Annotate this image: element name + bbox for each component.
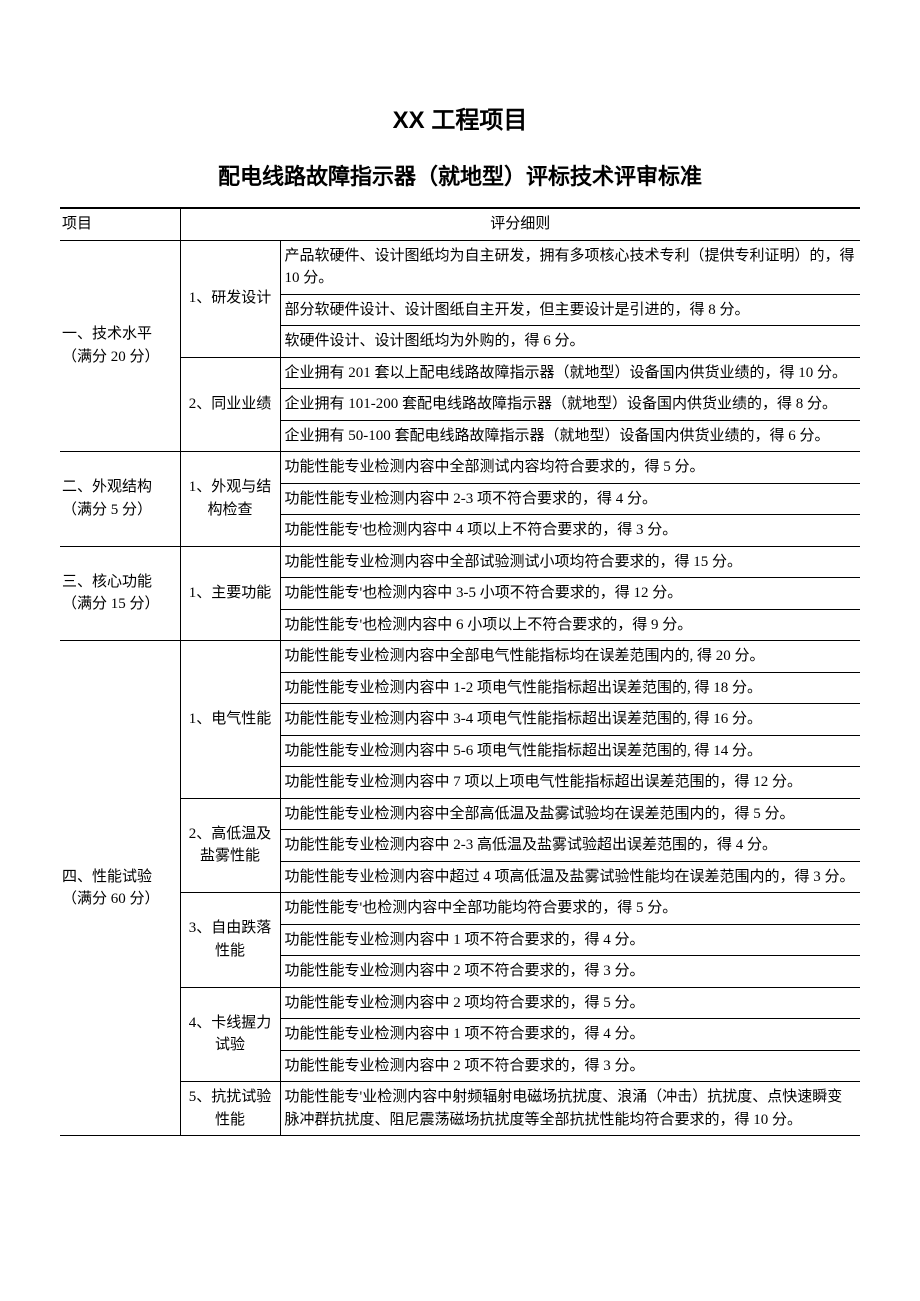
- rule-cell: 功能性能专业检测内容中全部试验测试小项均符合要求的，得 15 分。: [280, 546, 860, 578]
- rule-cell: 功能性能专业检测内容中全部高低温及盐雾试验均在误差范围内的，得 5 分。: [280, 798, 860, 830]
- rule-cell: 功能性能专'也检测内容中 3-5 小项不符合要求的，得 12 分。: [280, 578, 860, 610]
- table-header-row: 项目 评分细则: [60, 208, 860, 240]
- subsection-cell: 4、卡线握力试验: [180, 987, 280, 1082]
- doc-title-2: 配电线路故障指示器（就地型）评标技术评审标准: [60, 159, 860, 191]
- rule-cell: 功能性能专业检测内容中 3-4 项电气性能指标超出误差范围的, 得 16 分。: [280, 704, 860, 736]
- table-row: 3、自由跌落性能功能性能专'也检测内容中全部功能均符合要求的，得 5 分。: [60, 893, 860, 925]
- rule-cell: 企业拥有 201 套以上配电线路故障指示器（就地型）设备国内供货业绩的，得 10…: [280, 357, 860, 389]
- rule-cell: 功能性能专业检测内容中 1 项不符合要求的，得 4 分。: [280, 1019, 860, 1051]
- table-body: 一、技术水平（满分 20 分）1、研发设计产品软硬件、设计图纸均为自主研发，拥有…: [60, 240, 860, 1136]
- subsection-cell: 1、外观与结构检查: [180, 452, 280, 547]
- section-cell: 三、核心功能（满分 15 分）: [60, 546, 180, 641]
- rule-cell: 功能性能专业检测内容中 2-3 项不符合要求的，得 4 分。: [280, 483, 860, 515]
- rule-cell: 部分软硬件设计、设计图纸自主开发，但主要设计是引进的，得 8 分。: [280, 294, 860, 326]
- subsection-cell: 3、自由跌落性能: [180, 893, 280, 988]
- table-row: 一、技术水平（满分 20 分）1、研发设计产品软硬件、设计图纸均为自主研发，拥有…: [60, 240, 860, 294]
- rule-cell: 产品软硬件、设计图纸均为自主研发，拥有多项核心技术专利（提供专利证明）的，得 1…: [280, 240, 860, 294]
- table-row: 2、高低温及盐雾性能功能性能专业检测内容中全部高低温及盐雾试验均在误差范围内的，…: [60, 798, 860, 830]
- subsection-cell: 5、抗扰试验性能: [180, 1082, 280, 1136]
- rule-cell: 功能性能专业检测内容中全部电气性能指标均在误差范围内的, 得 20 分。: [280, 641, 860, 673]
- subsection-cell: 2、同业业绩: [180, 357, 280, 452]
- rule-cell: 功能性能专业检测内容中 2 项均符合要求的，得 5 分。: [280, 987, 860, 1019]
- subsection-cell: 2、高低温及盐雾性能: [180, 798, 280, 893]
- table-row: 四、性能试验（满分 60 分）1、电气性能功能性能专业检测内容中全部电气性能指标…: [60, 641, 860, 673]
- table-row: 三、核心功能（满分 15 分）1、主要功能功能性能专业检测内容中全部试验测试小项…: [60, 546, 860, 578]
- subsection-cell: 1、研发设计: [180, 240, 280, 357]
- rule-cell: 功能性能专业检测内容中 5-6 项电气性能指标超出误差范围的, 得 14 分。: [280, 735, 860, 767]
- rule-cell: 功能性能专业检测内容中 2 项不符合要求的，得 3 分。: [280, 956, 860, 988]
- table-row: 二、外观结构（满分 5 分）1、外观与结构检查功能性能专业检测内容中全部测试内容…: [60, 452, 860, 484]
- subsection-cell: 1、主要功能: [180, 546, 280, 641]
- rule-cell: 功能性能专业检测内容中 1-2 项电气性能指标超出误差范围的, 得 18 分。: [280, 672, 860, 704]
- rule-cell: 功能性能专业检测内容中全部测试内容均符合要求的，得 5 分。: [280, 452, 860, 484]
- rule-cell: 企业拥有 101-200 套配电线路故障指示器（就地型）设备国内供货业绩的，得 …: [280, 389, 860, 421]
- rule-cell: 功能性能专'也检测内容中 6 小项以上不符合要求的，得 9 分。: [280, 609, 860, 641]
- rule-cell: 企业拥有 50-100 套配电线路故障指示器（就地型）设备国内供货业绩的，得 6…: [280, 420, 860, 452]
- table-row: 2、同业业绩企业拥有 201 套以上配电线路故障指示器（就地型）设备国内供货业绩…: [60, 357, 860, 389]
- header-col-rules: 评分细则: [180, 208, 860, 240]
- section-cell: 四、性能试验（满分 60 分）: [60, 641, 180, 1136]
- rule-cell: 软硬件设计、设计图纸均为外购的，得 6 分。: [280, 326, 860, 358]
- criteria-table: 项目 评分细则 一、技术水平（满分 20 分）1、研发设计产品软硬件、设计图纸均…: [60, 207, 860, 1136]
- rule-cell: 功能性能专业检测内容中 1 项不符合要求的，得 4 分。: [280, 924, 860, 956]
- rule-cell: 功能性能专业检测内容中 2 项不符合要求的，得 3 分。: [280, 1050, 860, 1082]
- rule-cell: 功能性能专'也检测内容中全部功能均符合要求的，得 5 分。: [280, 893, 860, 925]
- rule-cell: 功能性能专业检测内容中超过 4 项高低温及盐雾试验性能均在误差范围内的，得 3 …: [280, 861, 860, 893]
- doc-title-1: XX 工程项目: [60, 100, 860, 135]
- header-col-project: 项目: [60, 208, 180, 240]
- subsection-cell: 1、电气性能: [180, 641, 280, 799]
- section-cell: 一、技术水平（满分 20 分）: [60, 240, 180, 452]
- section-cell: 二、外观结构（满分 5 分）: [60, 452, 180, 547]
- rule-cell: 功能性能专'业检测内容中射频辐射电磁场抗扰度、浪涌（冲击）抗扰度、点快速瞬变脉冲…: [280, 1082, 860, 1136]
- table-row: 5、抗扰试验性能功能性能专'业检测内容中射频辐射电磁场抗扰度、浪涌（冲击）抗扰度…: [60, 1082, 860, 1136]
- rule-cell: 功能性能专'也检测内容中 4 项以上不符合要求的，得 3 分。: [280, 515, 860, 547]
- table-row: 4、卡线握力试验功能性能专业检测内容中 2 项均符合要求的，得 5 分。: [60, 987, 860, 1019]
- rule-cell: 功能性能专业检测内容中 2-3 高低温及盐雾试验超出误差范围的，得 4 分。: [280, 830, 860, 862]
- rule-cell: 功能性能专业检测内容中 7 项以上项电气性能指标超出误差范围的，得 12 分。: [280, 767, 860, 799]
